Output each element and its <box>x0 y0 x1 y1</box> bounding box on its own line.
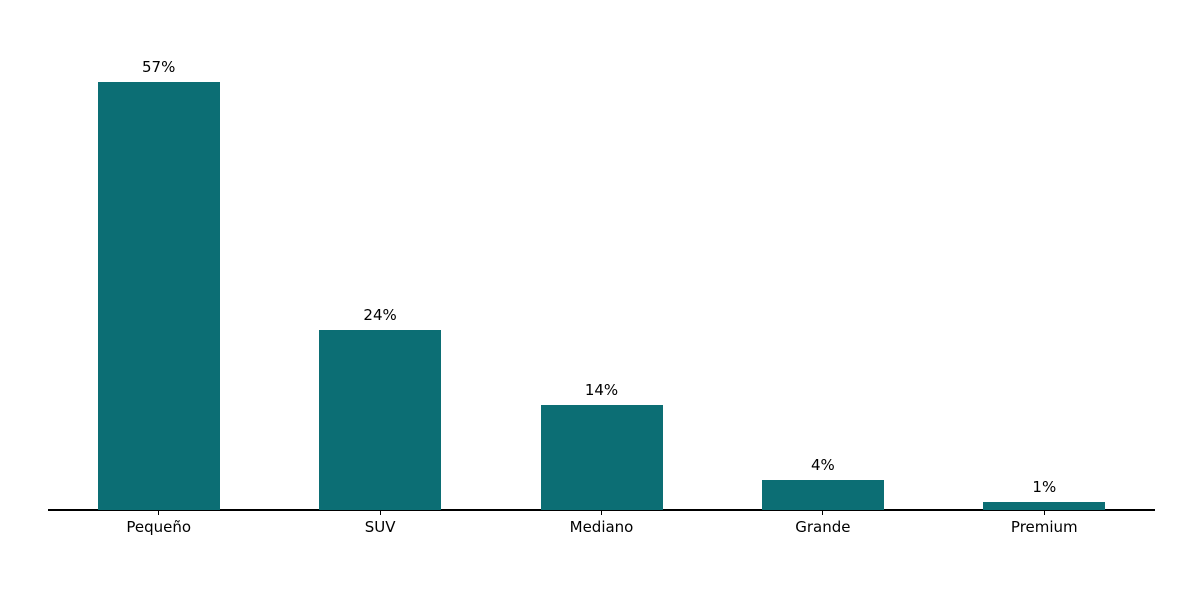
bar-value-label: 1% <box>1032 478 1057 497</box>
x-axis-tick <box>158 510 160 515</box>
x-axis-tick <box>1043 510 1045 515</box>
x-tick-label: Mediano <box>569 518 634 536</box>
bar-grande <box>761 479 884 510</box>
x-tick-label: Grande <box>795 518 851 536</box>
bar-value-label: 14% <box>584 380 619 399</box>
x-axis-line <box>48 509 1155 511</box>
x-axis-tick <box>822 510 824 515</box>
bar-value-label: 57% <box>142 57 176 76</box>
bar-mediano <box>540 404 663 510</box>
bar-suv <box>319 329 442 510</box>
bar-pequeno <box>97 81 220 510</box>
x-axis-tick <box>379 510 381 515</box>
x-tick-label: SUV <box>364 518 396 536</box>
bar-value-label: 4% <box>810 455 835 474</box>
x-tick-label: Premium <box>1010 518 1078 536</box>
bar-premium <box>983 502 1106 510</box>
bar-value-label: 24% <box>363 305 397 324</box>
x-tick-label: Pequeño <box>126 518 192 536</box>
x-axis-tick <box>600 510 603 515</box>
